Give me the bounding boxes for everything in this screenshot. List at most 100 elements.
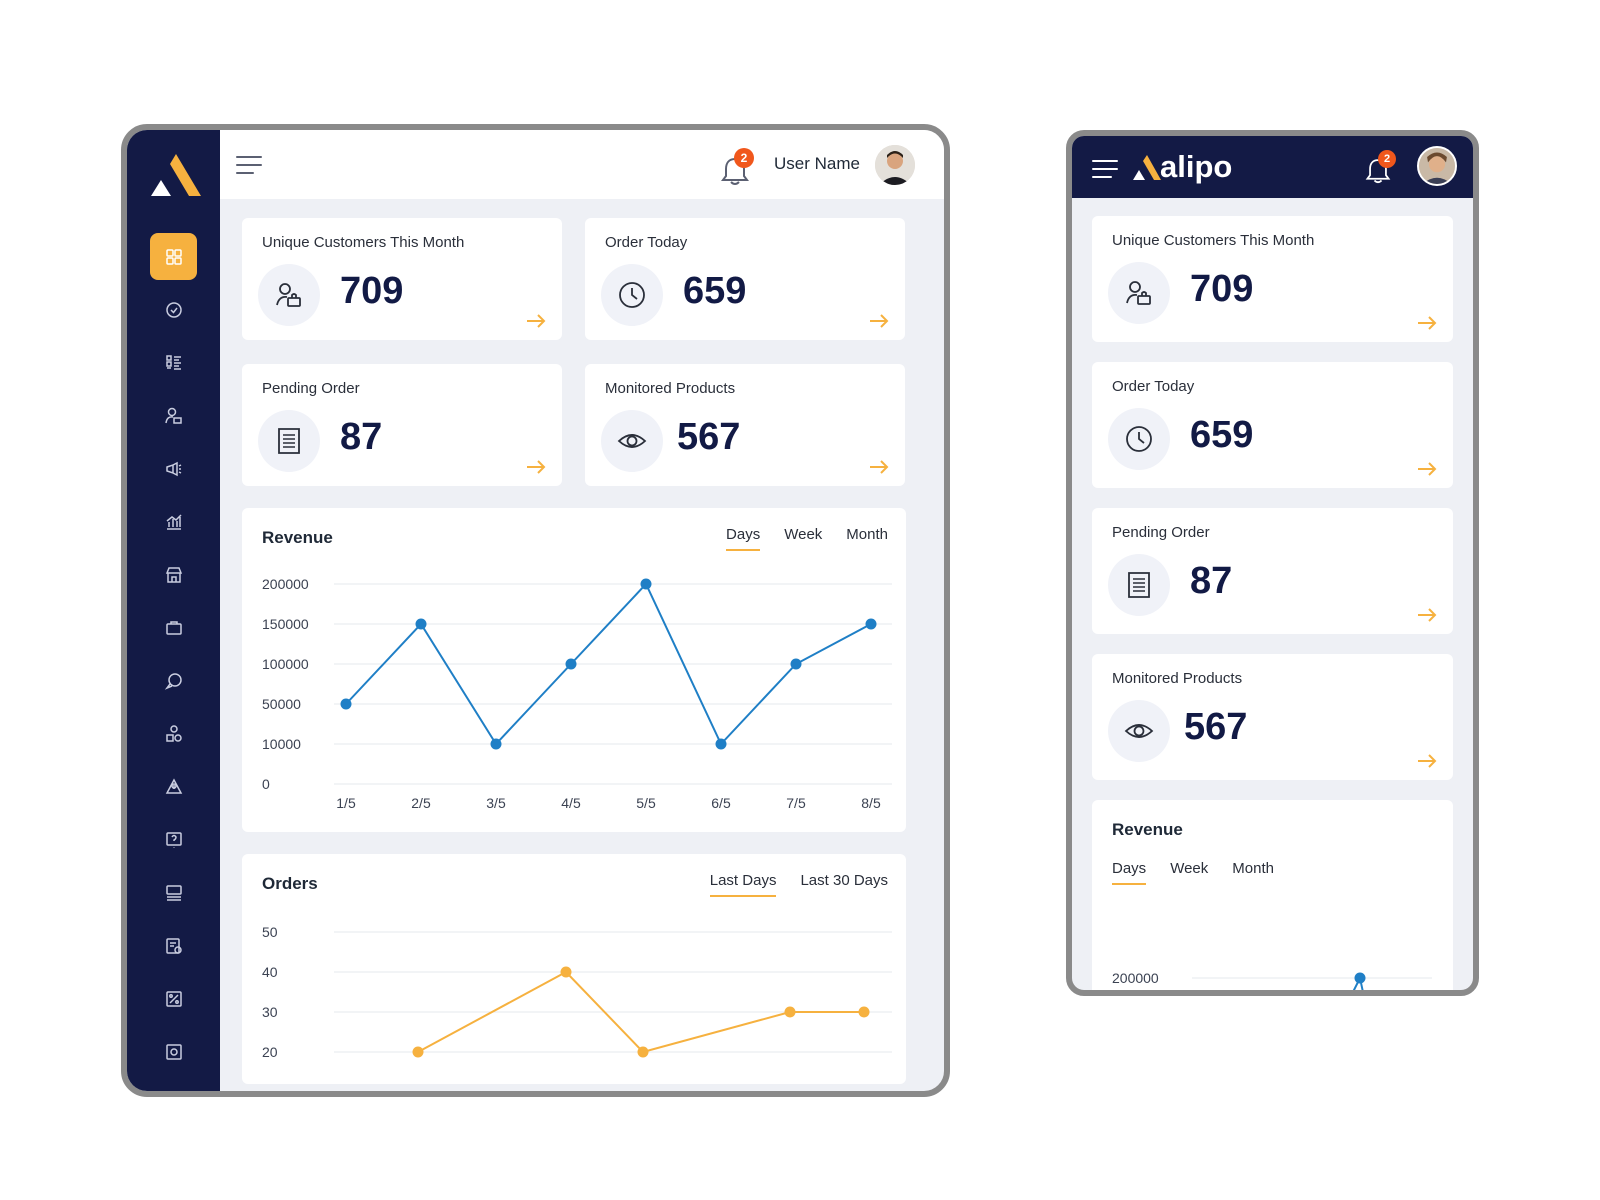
sidebar-item-analytics[interactable] (150, 498, 197, 545)
notifications-button[interactable]: 2 (720, 148, 754, 186)
stat-card-customers[interactable]: Unique Customers This Month 709 (1092, 216, 1453, 342)
y-tick-label: 200000 (1112, 970, 1159, 986)
sidebar-item-store[interactable] (150, 551, 197, 598)
sidebar-item-briefcase[interactable] (150, 604, 197, 651)
username[interactable]: User Name (774, 154, 860, 173)
sidebar-item-chat[interactable] (150, 657, 197, 704)
tab-week[interactable]: Week (784, 526, 823, 543)
stat-title: Order Today (605, 234, 688, 251)
sidebar-item-monitor[interactable] (150, 869, 197, 916)
stat-title: Monitored Products (605, 380, 736, 397)
x-tick-label: 4/5 (561, 795, 581, 811)
x-tick-label: 5/5 (636, 795, 656, 811)
arrow-right-icon[interactable] (1417, 754, 1437, 768)
sidebar-nav (127, 233, 220, 1081)
arrow-right-icon[interactable] (1417, 316, 1437, 330)
avatar[interactable] (875, 145, 915, 185)
monitor-icon (165, 884, 182, 901)
sidebar-item-shapes[interactable] (150, 710, 197, 757)
data-point (790, 658, 802, 670)
stat-card-monitored[interactable]: Monitored Products 567 (1092, 654, 1453, 780)
data-point (865, 618, 877, 630)
discount-icon (165, 990, 182, 1007)
stat-card-pending[interactable]: Pending Order 87 (1092, 508, 1453, 634)
sidebar-item-badge[interactable] (150, 286, 197, 333)
y-tick-label: 40 (262, 964, 278, 980)
data-point (560, 966, 572, 978)
revenue-tabs: Days Week Month (726, 526, 888, 551)
sidebar-item-settings[interactable] (150, 1028, 197, 1075)
tab-days[interactable]: Days (726, 526, 761, 551)
shapes-icon (165, 724, 182, 742)
revenue-title: Revenue (1112, 820, 1183, 839)
sidebar-item-customers[interactable] (150, 392, 197, 439)
user-avatar-icon (1419, 148, 1455, 184)
megaphone-icon (165, 461, 181, 476)
stat-card-pending[interactable]: Pending Order 87 (242, 364, 562, 486)
brand-logo-icon[interactable] (149, 152, 203, 198)
arrow-right-icon[interactable] (526, 314, 546, 328)
eye-icon (1108, 700, 1170, 762)
arrow-right-icon[interactable] (869, 460, 889, 474)
arrow-right-icon[interactable] (1417, 608, 1437, 622)
stat-value: 659 (683, 270, 747, 312)
tab-last-days[interactable]: Last Days (709, 872, 777, 897)
user-avatar-icon (875, 145, 915, 185)
x-tick-label: 1/5 (336, 795, 356, 811)
y-tick-label: 100000 (262, 656, 309, 672)
y-tick-label: 10000 (262, 736, 301, 752)
stat-card-monitored[interactable]: Monitored Products 567 (585, 364, 905, 486)
receipt-icon (258, 410, 320, 472)
stat-value: 567 (677, 416, 741, 458)
stat-card-orders-today[interactable]: Order Today 659 (585, 218, 905, 340)
sidebar-item-dashboard[interactable] (150, 233, 197, 280)
menu-icon[interactable] (1092, 160, 1118, 178)
x-tick-label: 8/5 (861, 795, 881, 811)
orders-chart: 20 30 40 50 (262, 924, 892, 1060)
sidebar-item-megaphone[interactable] (150, 445, 197, 492)
store-icon (165, 566, 182, 583)
avatar[interactable] (1417, 146, 1457, 186)
tab-days[interactable]: Days (1112, 860, 1147, 885)
y-tick-label: 30 (262, 1004, 278, 1020)
x-tick-label: 7/5 (786, 795, 806, 811)
sidebar-item-alert[interactable] (150, 763, 197, 810)
tab-month[interactable]: Month (1232, 860, 1274, 877)
notifications-button[interactable]: 2 (1364, 150, 1396, 184)
stat-card-customers[interactable]: Unique Customers This Month 709 (242, 218, 562, 340)
y-tick-label: 50000 (262, 696, 301, 712)
stat-title: Pending Order (1112, 524, 1210, 541)
y-tick-label: 200000 (262, 576, 309, 592)
data-point (715, 738, 727, 750)
data-point (640, 578, 652, 590)
sidebar-item-discount[interactable] (150, 975, 197, 1022)
eye-icon (601, 410, 663, 472)
sidebar-item-help[interactable] (150, 816, 197, 863)
sidebar-item-report[interactable] (150, 922, 197, 969)
users-icon (258, 264, 320, 326)
arrow-right-icon[interactable] (1417, 462, 1437, 476)
alert-icon (165, 777, 182, 794)
analytics-icon (166, 513, 182, 530)
notification-badge: 2 (1378, 150, 1396, 168)
sidebar (127, 130, 220, 1091)
y-tick-label: 0 (262, 776, 270, 792)
arrow-right-icon[interactable] (526, 460, 546, 474)
sidebar-item-list[interactable] (150, 339, 197, 386)
tablet-dashboard: 2 User Name Unique Customers This Month … (121, 124, 950, 1097)
tab-last-30-days[interactable]: Last 30 Days (800, 872, 888, 889)
tab-month[interactable]: Month (846, 526, 888, 543)
y-tick-label: 20 (262, 1044, 278, 1060)
brand-logo-icon[interactable] (1132, 154, 1162, 181)
stat-card-orders-today[interactable]: Order Today 659 (1092, 362, 1453, 488)
menu-icon[interactable] (236, 156, 262, 174)
dashboard-icon (165, 248, 182, 265)
stat-title: Unique Customers This Month (262, 234, 465, 251)
orders-tabs: Last Days Last 30 Days (709, 872, 888, 897)
report-icon (165, 937, 182, 954)
tab-week[interactable]: Week (1170, 860, 1209, 877)
brand-name: alipo (1160, 149, 1233, 184)
help-icon (165, 831, 182, 847)
arrow-right-icon[interactable] (869, 314, 889, 328)
chat-icon (164, 672, 182, 690)
